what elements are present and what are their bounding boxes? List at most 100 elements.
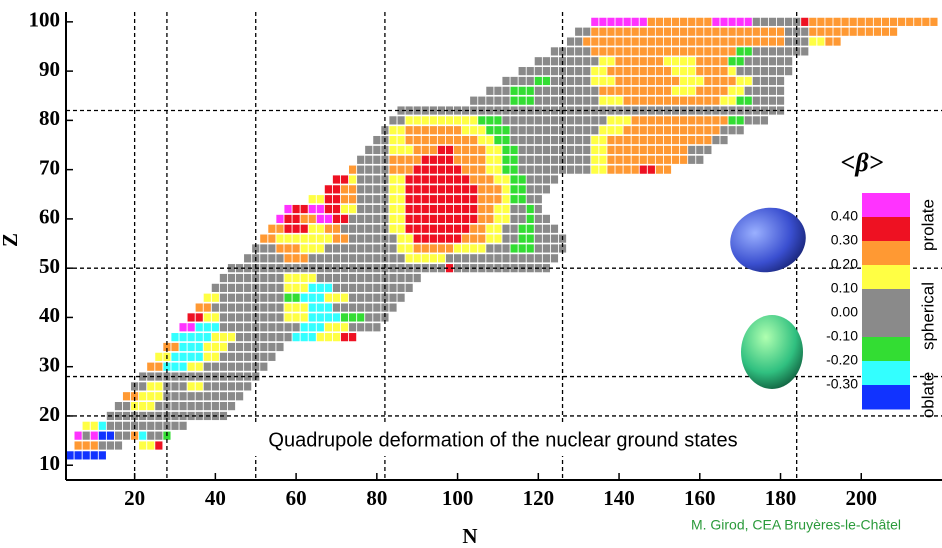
nucleus-cell — [776, 86, 785, 95]
nucleus-cell — [195, 402, 203, 411]
nucleus-cell — [389, 145, 397, 155]
nucleus-cell — [421, 185, 429, 194]
nucleus-cell — [809, 17, 817, 26]
nucleus-cell — [244, 342, 252, 352]
nucleus-cell — [599, 57, 607, 66]
nucleus-cell — [591, 86, 599, 95]
nucleus-cell — [462, 145, 470, 155]
nucleus-cell — [227, 323, 236, 332]
nucleus-cell — [873, 27, 882, 36]
nucleus-cell — [276, 273, 284, 283]
nucleus-cell — [187, 323, 195, 332]
nucleus-cell — [357, 303, 365, 312]
nucleus-cell — [470, 185, 478, 194]
nucleus-cell — [696, 155, 704, 164]
nucleus-cell — [663, 67, 672, 76]
nucleus-cell — [413, 165, 421, 174]
nucleus-cell — [324, 195, 332, 204]
nucleus-cell — [655, 126, 664, 135]
nucleus-cell — [631, 145, 639, 155]
nucleus-cell — [187, 333, 195, 342]
nucleus-cell — [373, 204, 381, 214]
nucleus-cell — [591, 76, 599, 86]
nucleus-cell — [462, 195, 470, 204]
nucleus-cell — [607, 67, 615, 76]
nucleus-cell — [518, 126, 526, 135]
nucleus-cell — [470, 204, 478, 214]
nucleus-cell — [429, 126, 437, 135]
nucleus-cell — [768, 47, 777, 56]
nucleus-cell — [147, 362, 155, 371]
nucleus-cell — [300, 303, 308, 312]
nucleus-cell — [696, 135, 704, 145]
nucleus-cell — [244, 362, 252, 371]
nucleus-cell — [647, 116, 655, 125]
nucleus-cell — [575, 135, 583, 145]
nucleus-cell — [567, 47, 575, 56]
nucleus-cell — [704, 47, 712, 56]
nucleus-cell — [575, 86, 583, 95]
nucleus-cell — [365, 175, 373, 184]
nucleus-cell — [825, 37, 833, 46]
nucleus-cell — [784, 47, 793, 56]
nucleus-cell — [583, 37, 591, 46]
nucleus-cell — [655, 37, 664, 46]
nucleus-cell — [227, 402, 236, 411]
nucleus-cell — [663, 126, 672, 135]
nucleus-cell — [227, 382, 236, 391]
nucleus-cell — [429, 204, 437, 214]
nucleus-cell — [470, 254, 478, 263]
nucleus-cell — [437, 254, 446, 263]
nucleus-cell — [211, 402, 219, 411]
nucleus-cell — [704, 135, 712, 145]
nucleus-cell — [324, 204, 332, 214]
nucleus-cell — [219, 392, 228, 401]
nucleus-cell — [349, 293, 357, 302]
nucleus-cell — [244, 264, 252, 273]
nucleus-cell — [219, 362, 228, 371]
nucleus-cell — [300, 204, 308, 214]
nucleus-cell — [567, 96, 575, 105]
nucleus-cell — [365, 155, 373, 164]
nucleus-cell — [623, 155, 631, 164]
nucleus-cell — [211, 382, 219, 391]
nucleus-cell — [397, 165, 405, 174]
nucleus-cell — [494, 185, 502, 194]
nucleus-cell — [752, 106, 760, 115]
nucleus-cell — [865, 27, 873, 36]
nucleus-cell — [268, 234, 276, 243]
nucleus-cell — [567, 37, 575, 46]
nucleus-cell — [373, 214, 381, 224]
nucleus-cell — [227, 333, 236, 342]
nucleus-cell — [728, 27, 736, 36]
nucleus-cell — [510, 244, 518, 253]
nucleus-cell — [502, 224, 510, 233]
nucleus-cell — [744, 96, 752, 105]
nucleus-cell — [663, 47, 672, 56]
nucleus-cell — [615, 57, 623, 66]
nucleus-cell — [195, 313, 203, 322]
nucleus-cell — [615, 86, 623, 95]
nucleus-cell — [623, 17, 631, 26]
nucleus-cell — [728, 17, 736, 26]
nucleus-cell — [316, 244, 324, 253]
colorbar-tick-label: 0.10 — [831, 280, 858, 296]
nucleus-cell — [494, 234, 502, 243]
nucleus-cell — [389, 303, 397, 312]
nucleus-cell — [405, 273, 413, 283]
nucleus-cell — [478, 116, 486, 125]
nucleus-cell — [518, 234, 526, 243]
nucleus-cell — [744, 57, 752, 66]
nucleus-cell — [502, 165, 510, 174]
nucleus-cell — [550, 67, 559, 76]
nucleus-cell — [591, 145, 599, 155]
nucleus-cell — [736, 57, 744, 66]
annotation: Quadrupole deformation of the nuclear gr… — [268, 429, 737, 451]
nucleus-cell — [445, 126, 454, 135]
nucleus-cell — [647, 145, 655, 155]
nucleus-cell — [502, 185, 510, 194]
nucleus-cell — [744, 67, 752, 76]
nucleus-cell — [470, 244, 478, 253]
nucleus-cell — [760, 116, 768, 125]
